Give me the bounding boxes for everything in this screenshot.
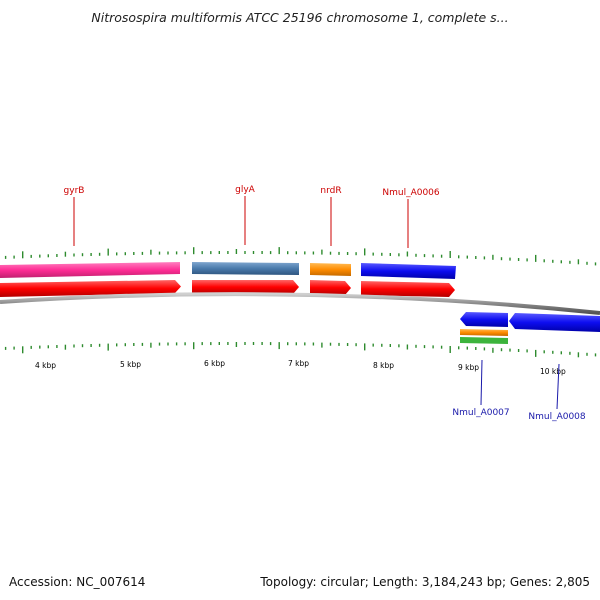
gene-label-nrdR: nrdR bbox=[320, 186, 341, 196]
gene-label-Nmul_A0006: Nmul_A0006 bbox=[382, 188, 440, 198]
scale-label: 5 kbp bbox=[120, 360, 141, 369]
gene-label-glyA: glyA bbox=[235, 185, 256, 195]
feature-steelblue bbox=[192, 262, 299, 275]
cds-arrow-glyA bbox=[192, 280, 299, 294]
scale-label: 4 kbp bbox=[35, 361, 56, 370]
map-title: Nitrosospira multiformis ATCC 25196 chro… bbox=[91, 10, 509, 25]
accession-text: Accession: NC_007614 bbox=[9, 575, 146, 589]
forward-cds-ring bbox=[0, 280, 455, 297]
cds-arrow-gyrB bbox=[0, 280, 181, 297]
leader-Nmul_A0008 bbox=[556, 363, 560, 410]
cds-arrow-nrdR bbox=[310, 280, 351, 295]
outer-tick-ring bbox=[4, 247, 597, 266]
leader-Nmul_A0007 bbox=[480, 359, 483, 406]
gene-label-Nmul_A0008: Nmul_A0008 bbox=[528, 412, 586, 422]
cds-arrow-Nmul_A0006 bbox=[361, 281, 455, 297]
scale-label: 8 kbp bbox=[373, 361, 394, 370]
scale-label: 9 kbp bbox=[458, 363, 479, 372]
reverse-cds-ring bbox=[460, 312, 600, 344]
feature-blue bbox=[361, 263, 456, 279]
scale-label: 6 kbp bbox=[204, 359, 225, 368]
feature-orange-reverse bbox=[460, 329, 508, 336]
cds-arrow-Nmul_A0008 bbox=[509, 313, 600, 332]
gene-label-Nmul_A0007: Nmul_A0007 bbox=[452, 408, 509, 418]
genome-summary-text: Topology: circular; Length: 3,184,243 bp… bbox=[260, 575, 590, 589]
scale-label: 7 kbp bbox=[288, 359, 309, 368]
gene-label-gyrB: gyrB bbox=[64, 186, 85, 196]
label-leaders bbox=[73, 196, 560, 410]
feature-orange bbox=[310, 263, 351, 276]
feature-green-reverse bbox=[460, 337, 508, 344]
scale-label: 10 kbp bbox=[540, 367, 566, 376]
scale-labels: 4 kbp 5 kbp 6 kbp 7 kbp 8 kbp 9 kbp 10 k… bbox=[35, 359, 566, 376]
feature-pink bbox=[0, 262, 180, 278]
cds-arrow-Nmul_A0007 bbox=[460, 312, 508, 327]
genome-backbone bbox=[0, 292, 600, 315]
gene-labels[interactable]: gyrB glyA nrdR Nmul_A0006 Nmul_A0007 Nmu… bbox=[64, 185, 586, 422]
feature-ring bbox=[0, 262, 456, 279]
inner-tick-ring bbox=[4, 342, 597, 358]
